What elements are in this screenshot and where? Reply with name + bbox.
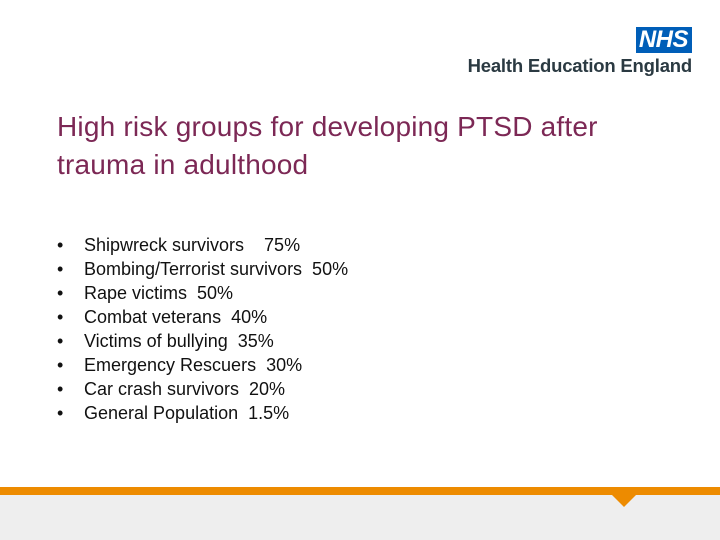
- bullet-icon: •: [57, 283, 64, 303]
- list-item-text: Emergency Rescuers 30%: [84, 355, 303, 375]
- list-item: • Rape victims 50%: [57, 281, 348, 305]
- list-item-text: Victims of bullying 35%: [84, 331, 274, 351]
- list-item-text: Car crash survivors 20%: [84, 379, 286, 399]
- list-item: • General Population 1.5%: [57, 401, 348, 425]
- list-item: • Victims of bullying 35%: [57, 329, 348, 353]
- footer-notch-icon: [612, 495, 636, 507]
- list-item-text: Shipwreck survivors 75%: [84, 235, 301, 255]
- organization-name: Health Education England: [467, 55, 693, 76]
- list-item-text: Rape victims 50%: [84, 283, 234, 303]
- list-item-text: Bombing/Terrorist survivors 50%: [84, 259, 349, 279]
- slide-footer: [0, 487, 720, 540]
- list-item: • Emergency Rescuers 30%: [57, 353, 348, 377]
- footer-accent-bar: [0, 487, 720, 495]
- list-item: • Bombing/Terrorist survivors 50%: [57, 257, 348, 281]
- bullet-icon: •: [57, 235, 64, 255]
- bullet-icon: •: [57, 331, 64, 351]
- bullet-icon: •: [57, 259, 64, 279]
- list-item: • Car crash survivors 20%: [57, 377, 348, 401]
- slide-title: High risk groups for developing PTSD aft…: [57, 111, 598, 180]
- bullet-icon: •: [57, 379, 64, 399]
- bullet-icon: •: [57, 355, 64, 375]
- list-item: • Combat veterans 40%: [57, 305, 348, 329]
- bullet-icon: •: [57, 307, 64, 327]
- list-item-text: General Population 1.5%: [84, 403, 290, 423]
- bullet-list: • Shipwreck survivors 75% • Bombing/Terror…: [57, 233, 348, 425]
- list-item: • Shipwreck survivors 75%: [57, 233, 348, 257]
- bullet-icon: •: [57, 403, 64, 423]
- list-item-text: Combat veterans 40%: [84, 307, 268, 327]
- nhs-hee-logo: NHS Health Education England: [467, 27, 693, 77]
- nhs-badge: NHS: [635, 27, 692, 53]
